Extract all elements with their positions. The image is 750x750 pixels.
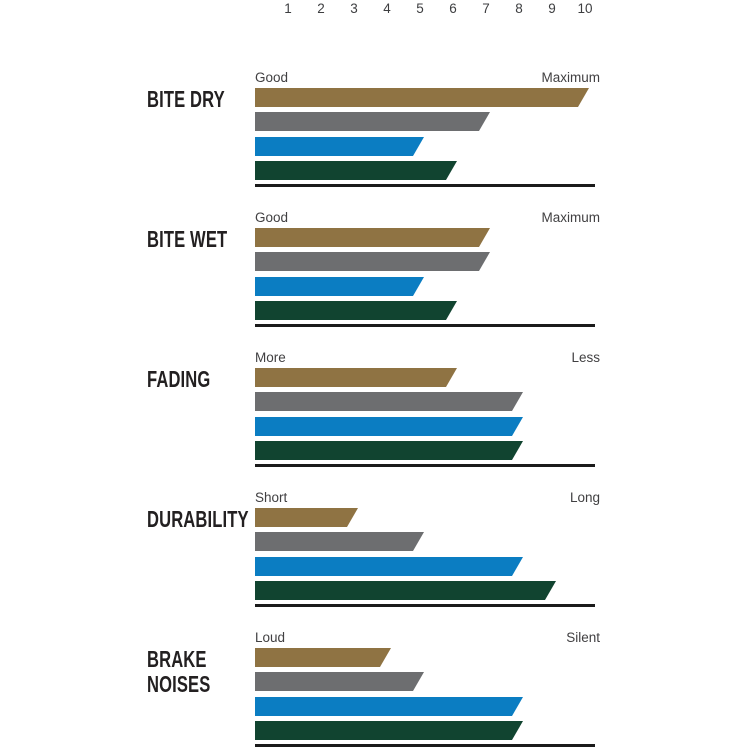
range-label-right: Maximum (541, 210, 600, 225)
bar-group (255, 68, 675, 188)
durability-bar-gray (255, 532, 424, 551)
range-label-right: Maximum (541, 70, 600, 85)
durability-bar-green (255, 581, 556, 600)
range-labels: Good Maximum (255, 210, 600, 225)
scale-tick: 8 (515, 1, 523, 16)
bar-group (255, 628, 675, 748)
range-label-left: Good (255, 210, 289, 225)
scale-tick: 3 (350, 1, 358, 16)
scale-axis: 1 2 3 4 5 6 7 8 9 10 (255, 1, 600, 17)
category-label-line: BRAKE (147, 646, 207, 672)
scale-tick: 1 (284, 1, 292, 16)
range-label-left: Loud (255, 630, 286, 645)
bar-group (255, 488, 675, 608)
baseline (255, 744, 595, 747)
durability-bar-blue (255, 557, 523, 576)
category-label-line: NOISES (147, 670, 211, 697)
brake-noises-bar-blue (255, 697, 523, 716)
scale-tick: 9 (548, 1, 556, 16)
bite-wet-bar-gold (255, 228, 490, 247)
section-brake-noises: BRAKE NOISES Loud Silent (0, 628, 750, 750)
bite-dry-bar-green (255, 161, 457, 180)
category-label-brake-noises: BRAKE NOISES (147, 647, 262, 696)
category-label-bite-wet: BITE WET (147, 227, 262, 252)
range-label-left: Short (255, 490, 288, 505)
baseline (255, 604, 595, 607)
category-label-fading: FADING (147, 367, 262, 392)
category-label-line: FADING (147, 366, 211, 392)
baseline (255, 184, 595, 187)
section-bite-wet: BITE WET Good Maximum (0, 208, 750, 348)
brake-noises-bar-gray (255, 672, 424, 691)
bite-wet-bar-green (255, 301, 457, 320)
section-bite-dry: BITE DRY Good Maximum (0, 68, 750, 208)
bite-dry-bar-gold (255, 88, 589, 107)
range-labels: Loud Silent (255, 630, 600, 645)
scale-tick: 4 (383, 1, 391, 16)
scale-tick: 2 (317, 1, 325, 16)
scale-tick: 5 (416, 1, 424, 16)
durability-bar-gold (255, 508, 358, 527)
range-labels: More Less (255, 350, 600, 365)
category-label-durability: DURABILITY (147, 507, 262, 532)
category-label-line: BITE DRY (147, 86, 225, 112)
fading-bar-blue (255, 417, 523, 436)
range-label-right: Long (569, 490, 600, 505)
scale-tick: 6 (449, 1, 457, 16)
category-label-bite-dry: BITE DRY (147, 87, 262, 112)
scale-tick: 10 (577, 1, 593, 16)
category-label-line: DURABILITY (147, 506, 249, 532)
range-label-right: Silent (566, 630, 600, 645)
range-label-left: More (255, 350, 286, 365)
range-labels: Good Maximum (255, 70, 600, 85)
bite-wet-bar-blue (255, 277, 424, 296)
bar-group (255, 208, 675, 328)
baseline (255, 464, 595, 467)
brake-noises-bar-green (255, 721, 523, 740)
bite-dry-bar-blue (255, 137, 424, 156)
brake-noises-bar-gold (255, 648, 391, 667)
category-label-line: BITE WET (147, 226, 228, 252)
range-label-left: Good (255, 70, 289, 85)
section-fading: FADING More Less (0, 348, 750, 488)
bar-group (255, 348, 675, 468)
fading-bar-gray (255, 392, 523, 411)
section-durability: DURABILITY Short Long (0, 488, 750, 628)
range-label-right: Less (571, 350, 600, 365)
baseline (255, 324, 595, 327)
range-labels: Short Long (255, 490, 600, 505)
fading-bar-gold (255, 368, 457, 387)
scale-tick: 7 (482, 1, 490, 16)
bite-wet-bar-gray (255, 252, 490, 271)
bite-dry-bar-gray (255, 112, 490, 131)
fading-bar-green (255, 441, 523, 460)
